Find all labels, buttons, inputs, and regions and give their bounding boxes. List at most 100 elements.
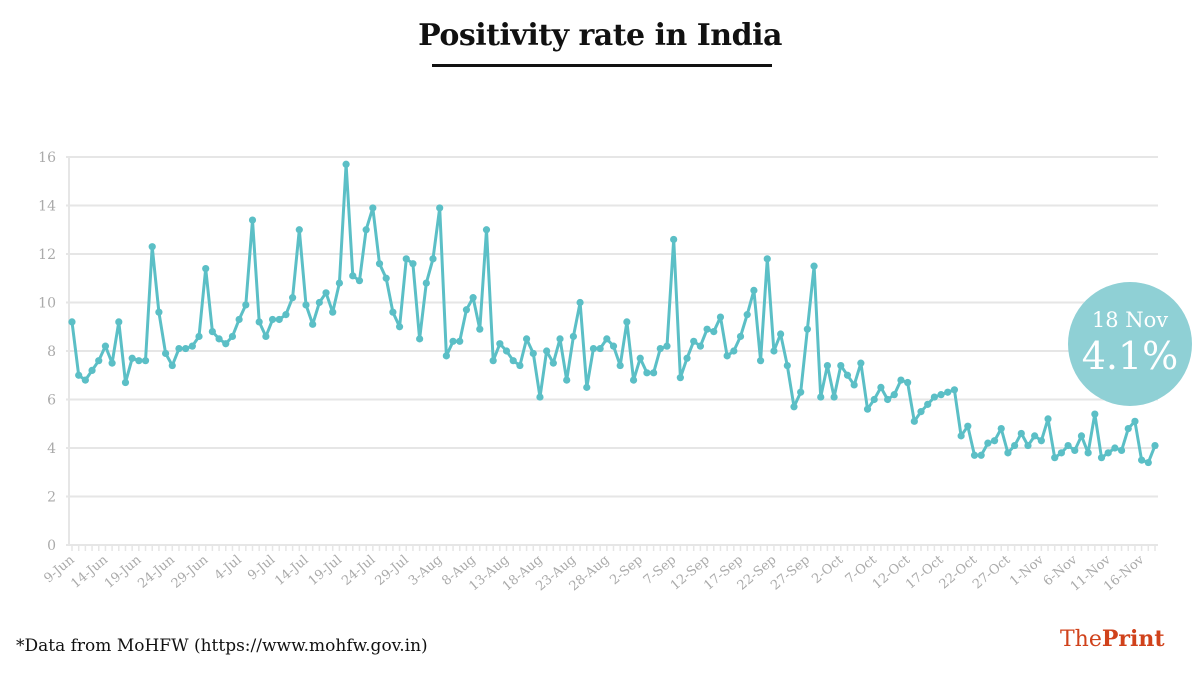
data-point (797, 388, 805, 396)
data-point (235, 315, 243, 324)
data-point (750, 286, 758, 294)
data-point (476, 325, 484, 333)
data-point (990, 437, 999, 445)
data-point (670, 235, 678, 244)
brand-logo-print: Print (1101, 626, 1165, 652)
data-point (964, 422, 972, 430)
x-tick-label: 4-Jul (212, 553, 245, 584)
source-note: *Data from MoHFW (https://www.mohfw.gov.… (16, 636, 428, 656)
data-point (603, 335, 611, 343)
data-point (583, 383, 591, 391)
data-point (436, 204, 444, 212)
x-tick-label: 3-Aug (406, 553, 445, 589)
y-tick-label: 4 (47, 441, 56, 457)
data-point (930, 393, 938, 401)
data-point (1124, 425, 1132, 433)
data-point (522, 335, 531, 343)
y-tick-label: 6 (47, 393, 56, 409)
data-point (1117, 446, 1126, 455)
data-point (1084, 449, 1092, 457)
data-point (1004, 449, 1012, 457)
data-point (937, 391, 945, 399)
x-tick-label: 2-Oct (809, 552, 847, 587)
chart-title: Positivity rate in India (418, 18, 782, 53)
data-point (255, 318, 263, 326)
data-point (395, 323, 404, 331)
data-point (810, 262, 818, 270)
data-point (857, 359, 865, 367)
data-point (616, 361, 624, 370)
data-point (1151, 441, 1159, 450)
data-point (262, 332, 270, 341)
data-point (850, 381, 858, 389)
data-point (115, 318, 123, 326)
data-point (683, 354, 691, 362)
data-point (676, 374, 684, 382)
data-point (777, 330, 785, 338)
data-point (1031, 432, 1039, 440)
data-point (322, 289, 330, 297)
data-point (770, 347, 778, 355)
data-point (529, 349, 537, 358)
data-point (703, 325, 711, 333)
data-point (268, 315, 277, 324)
data-point (402, 255, 410, 263)
data-point (823, 361, 832, 370)
data-point (375, 260, 384, 268)
data-point (148, 243, 156, 251)
data-point (155, 308, 163, 316)
brand-logo-the: The (1060, 627, 1102, 652)
y-tick-label: 2 (47, 490, 56, 506)
data-point (569, 332, 577, 341)
data-point (970, 451, 979, 459)
data-point (897, 376, 905, 384)
x-tick-label: 19-Jun (102, 552, 145, 591)
data-point (1017, 429, 1025, 438)
y-tick-label: 10 (38, 296, 56, 312)
data-point (81, 376, 89, 384)
data-point (108, 359, 116, 367)
data-point (1144, 458, 1152, 467)
title-underline (432, 64, 772, 67)
x-tick-label: 27-Oct (970, 552, 1014, 592)
x-tick-label: 2-Sep (607, 553, 645, 589)
positivity-rate-line (70, 162, 1157, 465)
data-point (716, 313, 725, 321)
data-point (950, 386, 959, 394)
data-point (736, 332, 745, 341)
data-point (756, 357, 765, 365)
y-tick-label: 14 (38, 199, 56, 215)
data-point (743, 311, 751, 319)
data-point (1057, 449, 1066, 457)
x-axis-ticks (71, 545, 1156, 551)
data-point (1071, 446, 1079, 455)
data-point (576, 298, 584, 307)
data-point (248, 216, 257, 224)
data-point (690, 337, 698, 345)
data-point (175, 344, 183, 353)
data-point (469, 294, 477, 302)
data-point (215, 335, 223, 343)
data-point (556, 335, 564, 343)
data-point (462, 306, 471, 314)
callout-value: 4.1% (1081, 334, 1179, 378)
data-point (883, 395, 892, 404)
data-point (957, 432, 965, 440)
x-tick-label: 29-Jun (169, 552, 212, 591)
data-point (496, 340, 504, 348)
data-point (944, 388, 952, 396)
y-axis-tick-labels: 0 2 4 6 8 10 12 14 16 (38, 150, 56, 554)
data-point (342, 160, 350, 168)
data-point (1064, 441, 1072, 450)
data-point (188, 342, 196, 350)
data-point (790, 403, 798, 411)
data-point (409, 260, 417, 268)
callout-date: 18 Nov (1091, 308, 1169, 332)
data-point (482, 226, 491, 234)
data-point (663, 342, 671, 350)
x-tick-label: 24-Jun (135, 552, 178, 591)
y-tick-label: 12 (38, 247, 56, 263)
data-point (783, 361, 791, 370)
data-point (242, 301, 250, 309)
